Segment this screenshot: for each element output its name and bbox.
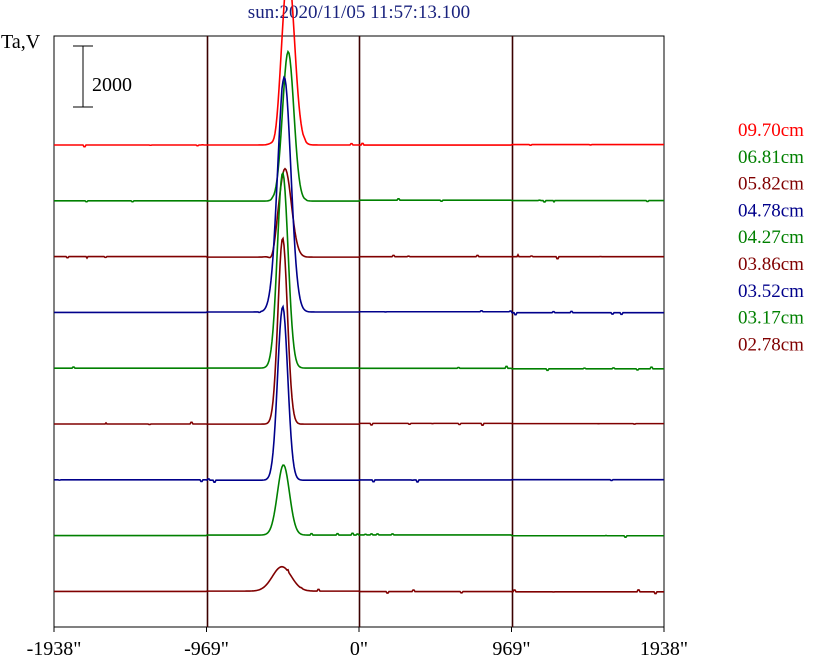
- series-line-06.81cm: [54, 49, 664, 204]
- legend-entry-03.52cm: 03.52cm: [738, 281, 804, 302]
- chart-title: sun:2020/11/05 11:57:13.100: [248, 2, 470, 23]
- x-tick-label-4: 1938": [640, 638, 688, 660]
- series-line-03.52cm: [54, 304, 664, 483]
- gridlines: [206, 36, 514, 627]
- legend-entry-03.86cm: 03.86cm: [738, 254, 804, 275]
- legend-entry-04.78cm: 04.78cm: [738, 200, 804, 221]
- legend-entry-04.27cm: 04.27cm: [738, 227, 804, 248]
- series-line-04.27cm: [54, 171, 664, 372]
- scale-bar: 2000: [73, 45, 132, 108]
- scale-bar-label: 2000: [92, 74, 132, 96]
- x-axis-ticks: -1938" -969" 0" 969" 1938": [27, 627, 688, 660]
- legend-entry-02.78cm: 02.78cm: [738, 334, 804, 355]
- x-tick-label-1: -969": [184, 638, 229, 660]
- y-axis-label: Ta,V: [1, 31, 41, 53]
- series-line-02.78cm: [54, 565, 664, 595]
- series-line-04.78cm: [54, 75, 664, 316]
- legend-entry-06.81cm: 06.81cm: [738, 147, 804, 168]
- legend-entry-05.82cm: 05.82cm: [738, 174, 804, 195]
- x-tick-label-2: 0": [350, 638, 368, 660]
- series-lines: [54, 0, 664, 595]
- series-line-05.82cm: [54, 167, 664, 260]
- legend-entry-03.17cm: 03.17cm: [738, 308, 804, 329]
- x-tick-label-0: -1938": [27, 638, 82, 660]
- legend: 09.70cm 06.81cm 05.82cm 04.78cm 04.27cm 03.86…: [738, 120, 804, 355]
- series-line-09.70cm: [54, 0, 664, 148]
- legend-entry-09.70cm: 09.70cm: [738, 120, 804, 141]
- x-tick-label-3: 969": [492, 638, 530, 660]
- series-line-03.86cm: [54, 236, 664, 426]
- series-line-03.17cm: [54, 464, 664, 538]
